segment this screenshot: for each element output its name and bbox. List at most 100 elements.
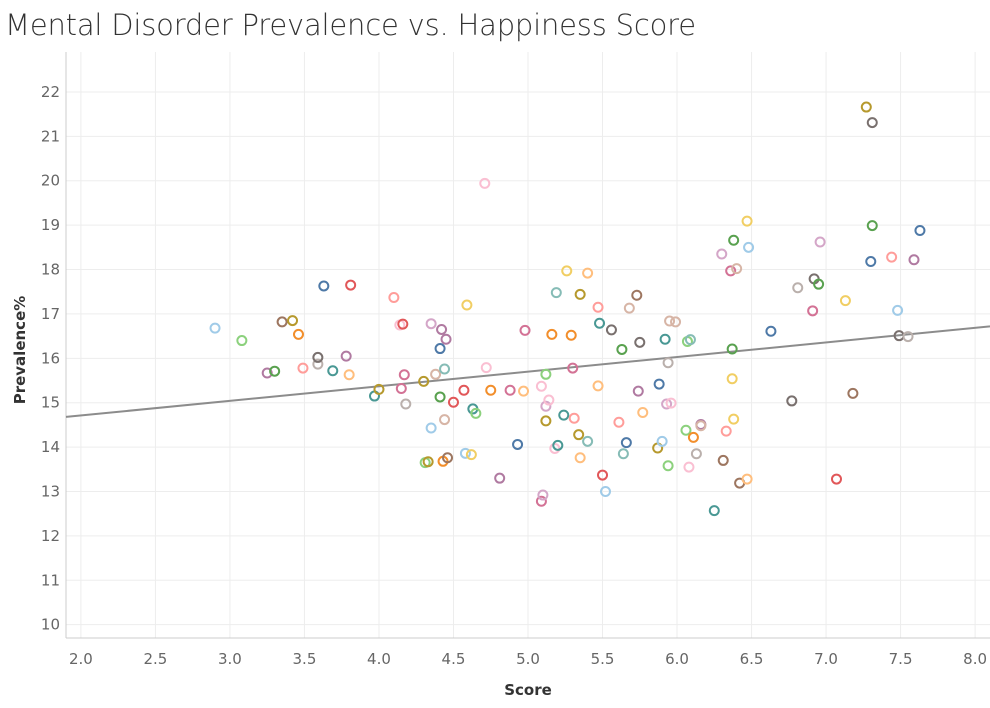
data-point [297,362,309,374]
data-point [847,387,859,399]
data-point [725,265,737,277]
data-point [485,384,497,396]
data-point [540,400,552,412]
data-point [786,395,798,407]
y-tick-label: 16 [41,349,60,367]
data-point [914,224,926,236]
data-point [373,383,385,395]
data-point [318,280,330,292]
data-point [312,351,324,363]
data-point [573,429,585,441]
data-point [592,380,604,392]
data-point [886,251,898,263]
data-point [687,431,699,443]
data-point [537,489,549,501]
data-point [287,315,299,327]
data-point [659,333,671,345]
data-point [540,368,552,380]
data-point [549,442,561,454]
data-point [345,279,357,291]
data-point [620,437,632,449]
data-point [902,331,914,343]
data-point [726,343,738,355]
data-point [670,316,682,328]
data-point [717,454,729,466]
y-tick-label: 10 [41,616,60,634]
data-point [276,316,288,328]
data-point [632,385,644,397]
data-point [690,448,702,460]
data-point [792,282,804,294]
data-point [458,384,470,396]
data-point [430,368,442,380]
data-point [434,343,446,355]
data-point [439,363,451,375]
data-point [726,373,738,385]
data-point [269,365,281,377]
data-point [461,299,473,311]
data-point [720,425,732,437]
data-point [209,322,221,334]
data-point [908,254,920,266]
y-tick-label: 13 [41,483,60,501]
data-point [261,367,273,379]
data-point [425,318,437,330]
data-point [765,325,777,337]
data-point [623,302,635,314]
data-point [535,380,547,392]
y-axis-title: Prevalence% [11,296,29,405]
data-point [397,318,409,330]
trend-line-group [65,325,990,418]
data-point [512,438,524,450]
y-tick-label: 21 [41,127,60,145]
data-point [708,505,720,517]
data-point [440,333,452,345]
data-point [656,435,668,447]
data-point [892,304,904,316]
data-point [617,448,629,460]
data-point [459,447,471,459]
x-tick-label: 2.0 [69,650,93,668]
data-point [860,101,872,113]
data-point [543,394,555,406]
data-point [813,278,825,290]
data-point [605,324,617,336]
data-point [327,365,339,377]
data-point [743,241,755,253]
data-point [866,220,878,232]
data-point [398,369,410,381]
data-point [550,287,562,299]
data-point [728,413,740,425]
data-point [653,378,665,390]
data-point [236,335,248,347]
x-tick-label: 2.5 [143,650,167,668]
x-tick-label: 7.0 [814,650,838,668]
x-tick-label: 6.0 [665,650,689,668]
data-point [599,486,611,497]
data-point [400,398,412,410]
data-point [865,256,877,268]
data-point [519,324,531,336]
data-point [540,415,552,427]
x-tick-label: 7.5 [889,650,913,668]
data-point [728,234,740,246]
x-tick-label: 3.0 [218,650,242,668]
y-tick-label: 14 [41,438,60,456]
data-point [741,473,753,485]
data-point [594,317,606,329]
data-point [439,414,451,426]
y-tick-label: 17 [41,305,60,323]
data-point [684,334,696,346]
x-tick-label: 4.5 [442,650,466,668]
data-point [662,357,674,369]
data-point [442,452,454,464]
y-tick-label: 22 [41,83,60,101]
data-point [418,375,430,387]
data-point [465,449,477,461]
data-point [447,396,459,408]
data-point [664,315,676,327]
data-point [422,456,434,468]
data-point [434,391,446,403]
data-point [546,328,558,340]
